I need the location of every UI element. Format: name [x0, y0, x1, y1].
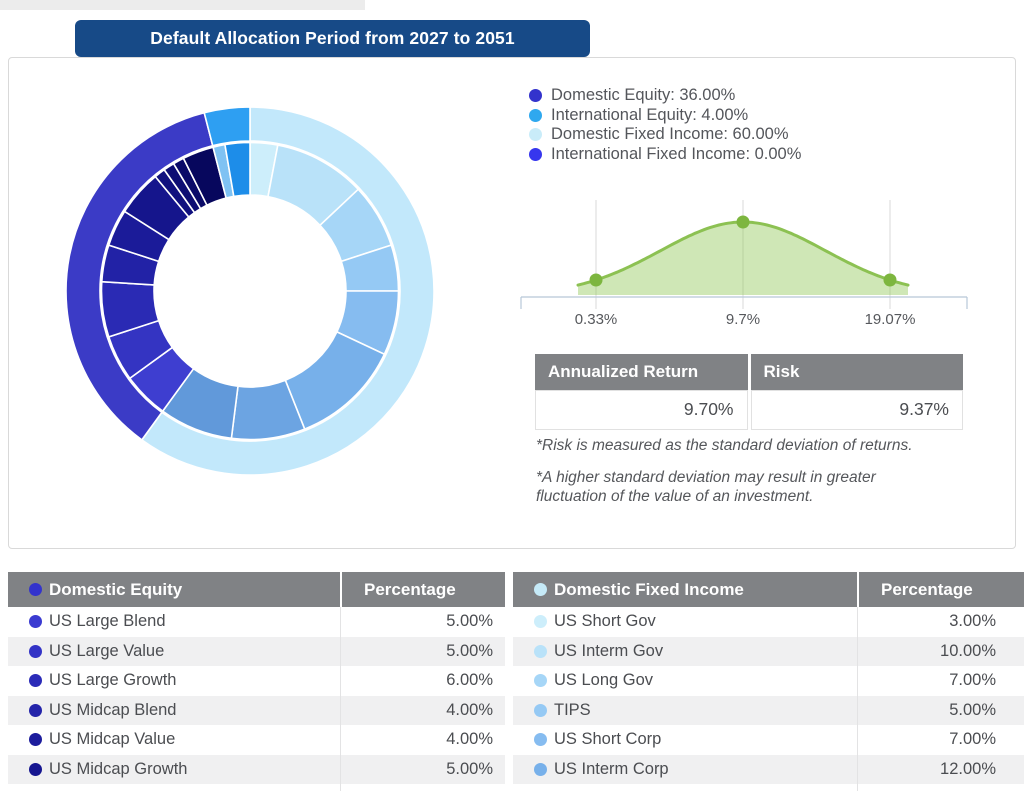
- holding-percentage: 5.00%: [340, 636, 505, 666]
- holding-label: US Large Growth: [49, 671, 177, 690]
- holding-dot-icon: [29, 644, 42, 658]
- legend-dot-icon: [529, 89, 542, 103]
- domestic-equity-dot-icon: [29, 583, 42, 596]
- domestic-fixed-income-header-label: Domestic Fixed Income: [554, 579, 744, 599]
- holding-dot-icon: [29, 674, 42, 688]
- table-row: TIPS 5.00%: [513, 695, 1024, 725]
- legend-item: International Fixed Income: 0.00%: [529, 145, 801, 165]
- holding-dot-icon: [29, 615, 42, 629]
- annualized-return-value: 9.70%: [535, 390, 748, 430]
- holding-percentage: 6.00%: [340, 666, 505, 696]
- table-row: US Interm Corp 12.00%: [513, 754, 1024, 784]
- holding-dot-icon: [534, 644, 547, 658]
- donut-outer-ring: [65, 106, 435, 476]
- holding-label: US Midcap Blend: [49, 700, 177, 719]
- holding-dot-icon: [534, 762, 547, 776]
- table-row: US Midcap Value 4.00%: [8, 725, 505, 755]
- fi-percentage-header: Percentage: [857, 572, 1024, 607]
- table-row: US Short Corp 7.00%: [513, 725, 1024, 755]
- risk-value: 9.37%: [750, 390, 963, 430]
- holding-label: US Large Blend: [49, 612, 166, 631]
- donut-segment[interactable]: [141, 106, 435, 476]
- holding-percentage: 5.00%: [340, 607, 505, 637]
- holding-label: US Midcap Growth: [49, 759, 188, 778]
- table-row-partial: [8, 784, 505, 791]
- table-row: US Long Gov 7.00%: [513, 666, 1024, 696]
- holding-label: TIPS: [554, 700, 591, 719]
- legend-label: Domestic Fixed Income: 60.00%: [551, 125, 789, 144]
- table-row: US Interm Gov 10.00%: [513, 636, 1024, 666]
- holding-dot-icon: [29, 762, 42, 776]
- distribution-marker: [589, 273, 603, 287]
- donut-segment[interactable]: [224, 141, 251, 198]
- holding-dot-icon: [534, 703, 547, 717]
- holding-dot-icon: [534, 733, 547, 747]
- distribution-marker: [883, 273, 897, 287]
- allocation-donut-chart[interactable]: [62, 103, 438, 479]
- legend-label: Domestic Equity: 36.00%: [551, 86, 736, 105]
- table-row: US Short Gov 3.00%: [513, 607, 1024, 637]
- holding-percentage: 3.00%: [857, 607, 1024, 637]
- holding-percentage: 5.00%: [340, 754, 505, 784]
- table-row: US Midcap Growth 5.00%: [8, 754, 505, 784]
- holding-dot-icon: [534, 615, 547, 629]
- page-title: Default Allocation Period from 2027 to 2…: [150, 28, 515, 48]
- domestic-fixed-income-table: Domestic Fixed Income Percentage US Shor…: [513, 572, 1024, 791]
- return-distribution-chart: 0.33% 9.7% 19.07%: [520, 200, 968, 328]
- holding-label: US Short Gov: [554, 612, 656, 631]
- holding-label: US Short Corp: [554, 730, 662, 749]
- return-risk-table: Annualized Return Risk 9.70% 9.37%: [535, 354, 963, 430]
- donut-inner-ring: [100, 141, 400, 441]
- domestic-equity-table-header: Domestic Equity Percentage: [8, 572, 505, 607]
- legend-item: International Equity: 4.00%: [529, 106, 801, 126]
- holding-dot-icon: [29, 703, 42, 717]
- equity-percentage-header: Percentage: [340, 572, 505, 607]
- allocation-legend: Domestic Equity: 36.00% International Equ…: [529, 86, 801, 164]
- holding-label: US Interm Gov: [554, 641, 664, 660]
- holding-dot-icon: [534, 674, 547, 688]
- distribution-marker: [736, 215, 750, 229]
- donut-segment[interactable]: [203, 106, 251, 147]
- holding-percentage: 4.00%: [340, 725, 505, 755]
- legend-label: International Fixed Income: 0.00%: [551, 144, 802, 163]
- holding-percentage: 7.00%: [857, 725, 1024, 755]
- x-tick-label: 9.7%: [726, 311, 760, 328]
- domestic-equity-header-label: Domestic Equity: [49, 579, 183, 599]
- allocation-period-tab[interactable]: Default Allocation Period from 2027 to 2…: [75, 20, 590, 57]
- holding-label: US Large Value: [49, 641, 165, 660]
- risk-header: Risk: [750, 354, 963, 390]
- table-row: US Large Value 5.00%: [8, 636, 505, 666]
- domestic-fixed-income-table-header: Domestic Fixed Income Percentage: [513, 572, 1024, 607]
- domestic-equity-table: Domestic Equity Percentage US Large Blen…: [8, 572, 505, 791]
- distribution-area: [578, 222, 908, 295]
- holding-label: US Long Gov: [554, 671, 654, 690]
- footnote-std-dev: *A higher standard deviation may result …: [536, 469, 876, 505]
- top-strip: [0, 0, 365, 10]
- legend-dot-icon: [529, 128, 542, 142]
- domestic-fixed-income-dot-icon: [534, 583, 547, 596]
- x-tick-label: 19.07%: [865, 311, 916, 328]
- legend-dot-icon: [529, 108, 542, 122]
- table-row: US Large Growth 6.00%: [8, 666, 505, 696]
- legend-label: International Equity: 4.00%: [551, 105, 749, 124]
- holding-dot-icon: [29, 733, 42, 747]
- table-row-partial: [513, 784, 1024, 791]
- table-row: US Midcap Blend 4.00%: [8, 695, 505, 725]
- holding-label: US Midcap Value: [49, 730, 176, 749]
- holding-percentage: 4.00%: [340, 695, 505, 725]
- table-row: US Large Blend 5.00%: [8, 607, 505, 637]
- holding-percentage: 5.00%: [857, 695, 1024, 725]
- footnote-risk: *Risk is measured as the standard deviat…: [536, 437, 913, 454]
- holding-percentage: 7.00%: [857, 666, 1024, 696]
- legend-item: Domestic Equity: 36.00%: [529, 86, 801, 106]
- footnotes: *Risk is measured as the standard deviat…: [536, 436, 938, 519]
- x-tick-label: 0.33%: [575, 311, 618, 328]
- holding-label: US Interm Corp: [554, 759, 669, 778]
- legend-item: Domestic Fixed Income: 60.00%: [529, 125, 801, 145]
- annualized-return-header: Annualized Return: [535, 354, 748, 390]
- legend-dot-icon: [529, 147, 542, 161]
- holding-percentage: 10.00%: [857, 636, 1024, 666]
- holding-percentage: 12.00%: [857, 754, 1024, 784]
